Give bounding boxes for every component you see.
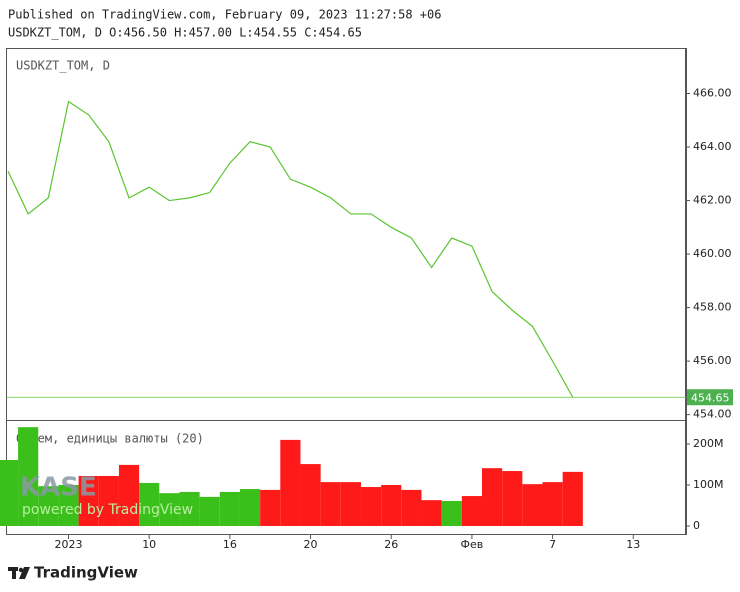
volume-bar — [461, 496, 482, 526]
volume-bar — [300, 464, 321, 526]
volume-bar — [320, 482, 341, 526]
volume-bar — [381, 484, 402, 526]
watermark-brand: KASE — [20, 473, 97, 503]
volume-bar — [78, 475, 99, 526]
volume-bar — [0, 459, 19, 526]
volume-bar — [401, 489, 422, 526]
volume-bar — [441, 500, 462, 526]
x-tick-label: 13 — [626, 538, 640, 551]
x-tick-label: 16 — [223, 538, 237, 551]
volume-bar — [98, 475, 119, 526]
last-price-box — [687, 389, 733, 406]
volume-bar — [118, 464, 140, 526]
volume-bar — [562, 471, 583, 526]
watermark-powered: powered by TradingView — [22, 502, 193, 518]
volume-bar — [58, 484, 79, 526]
x-tick-label: 7 — [549, 538, 556, 551]
volume-bar — [239, 489, 261, 526]
volume-bar — [542, 482, 563, 526]
price-line — [7, 100, 574, 398]
volume-bar — [280, 439, 301, 526]
footer-logo: TradingView — [34, 564, 138, 582]
volume-bar — [522, 484, 543, 526]
y-tick-label: 456.00 — [693, 354, 732, 367]
volume-legend: Объем, единицы валюты (20) — [16, 432, 204, 446]
x-tick-label: 10 — [142, 538, 156, 551]
volume-bar — [159, 493, 180, 526]
volume-bar — [340, 482, 361, 526]
volume-bar — [481, 468, 503, 526]
x-tick-label: 20 — [304, 538, 318, 551]
volume-bar — [421, 500, 442, 526]
x-tick-label: 26 — [384, 538, 398, 551]
x-tick-label: 2023 — [55, 538, 83, 551]
y-tick-label: 460.00 — [693, 247, 732, 260]
y-tick-label: 464.00 — [693, 140, 732, 153]
volume-bar — [260, 489, 281, 526]
y-tick-label: 454.00 — [693, 408, 732, 421]
volume-bar — [199, 496, 220, 526]
ohlc: USDKZT_TOM, D O:456.50 H:457.00 L:454.55… — [8, 26, 362, 40]
y-tick-label: 466.00 — [693, 86, 732, 99]
y-tick-label: 100M — [693, 478, 724, 491]
y-tick-label: 0 — [693, 519, 700, 532]
volume-bar — [179, 491, 200, 526]
volume-bar — [18, 427, 39, 526]
volume-bar — [360, 487, 382, 526]
footer-logo-icon — [8, 567, 30, 579]
price-legend: USDKZT_TOM, D — [16, 59, 110, 73]
volume-bar — [38, 486, 59, 526]
y-tick-label: 200M — [693, 437, 724, 450]
y-tick-label: 462.00 — [693, 194, 732, 207]
x-tick-label: Фев — [461, 538, 484, 551]
volume-bar — [139, 482, 160, 526]
y-tick-label: 458.00 — [693, 301, 732, 314]
volume-bar — [502, 471, 523, 526]
pane-border — [6, 48, 686, 535]
published: Published on TradingView.com, February 0… — [8, 8, 441, 22]
volume-bar — [219, 491, 240, 526]
last-price-label: 454.65 — [691, 391, 730, 404]
